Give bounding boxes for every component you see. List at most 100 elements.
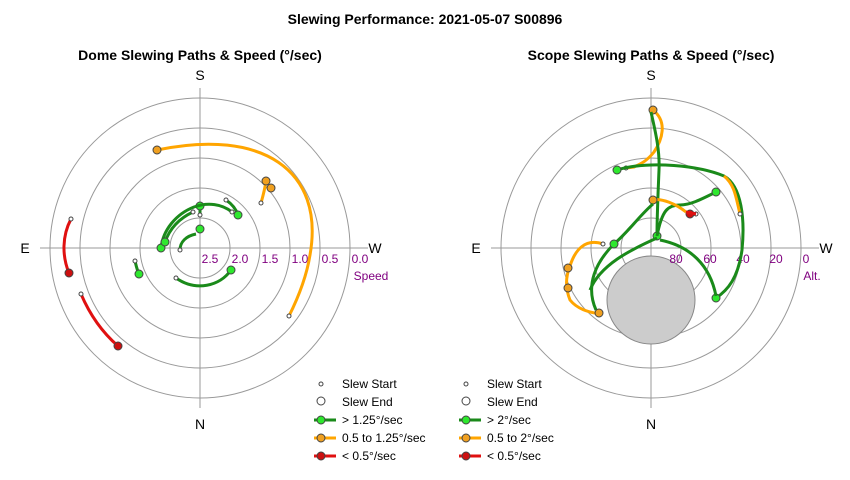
scope-slew-start-marker — [600, 241, 606, 247]
dome-grid — [40, 88, 368, 408]
dome-slew-end-marker — [261, 176, 271, 186]
scope-slew-end-marker — [563, 283, 573, 293]
legend-item-mid: 0.5 to 1.25°/sec — [314, 431, 426, 445]
dome-panel: Dome Slewing Paths & Speed (°/sec) S N E… — [20, 47, 425, 463]
dome-cardinal-top: S — [195, 67, 204, 83]
dome-slew-start-marker — [132, 258, 138, 264]
dome-slew-end-marker — [226, 265, 236, 275]
scope-slew-path-slow — [685, 210, 697, 216]
dome-legend: Slew Start Slew End > 1.25°/sec 0.5 to 1… — [314, 377, 426, 463]
scope-slew-path-mid — [722, 174, 742, 215]
scope-slew-end-marker — [563, 263, 573, 273]
dome-slew-end-marker — [266, 183, 276, 193]
dome-tick-label: 0.0 — [352, 252, 369, 266]
dome-slew-start-marker — [229, 209, 235, 215]
dome-tick-label: 1.0 — [292, 252, 309, 266]
dome-slew-start-marker — [173, 275, 179, 281]
dome-slew-path-mid — [156, 142, 314, 317]
scope-slew-path-fast — [655, 190, 717, 237]
dome-tick-label: 1.5 — [262, 252, 279, 266]
dome-slew-end-marker — [152, 145, 162, 155]
scope-slew-path-fast — [659, 238, 718, 297]
dome-slew-end-marker — [113, 341, 123, 351]
scope-slew-end-marker — [594, 308, 604, 318]
scope-panel: Scope Slewing Paths & Speed (°/sec) S N … — [459, 47, 833, 463]
legend-item-slew-start: Slew Start — [318, 377, 397, 391]
scope-cardinal-right: W — [819, 240, 833, 256]
legend-slew-start-marker — [318, 381, 324, 387]
dome-slew-end-marker — [233, 210, 243, 220]
dome-slew-start-marker — [286, 313, 292, 319]
legend-label: 0.5 to 2°/sec — [487, 431, 554, 445]
legend-mid-marker — [461, 433, 471, 443]
legend-label: 0.5 to 1.25°/sec — [342, 431, 426, 445]
legend-label: < 0.5°/sec — [487, 449, 541, 463]
legend-label: Slew Start — [487, 377, 542, 391]
legend-label: > 2°/sec — [487, 413, 531, 427]
scope-chart-title: Scope Slewing Paths & Speed (°/sec) — [528, 47, 775, 63]
dome-slew-start-marker — [197, 212, 203, 218]
legend-slew-end-marker — [461, 396, 471, 406]
dome-slew-path-fast — [175, 269, 233, 288]
scope-slew-paths — [563, 105, 745, 318]
legend-mid-marker — [316, 433, 326, 443]
scope-slew-path-fast — [616, 163, 745, 300]
dome-slew-paths — [62, 142, 314, 351]
legend-label: Slew End — [487, 395, 538, 409]
dome-slew-start-marker — [68, 216, 74, 222]
dome-slew-path-slow — [79, 293, 119, 348]
scope-slew-end-marker — [609, 239, 619, 249]
scope-slew-end-marker — [711, 187, 721, 197]
legend-fast-marker — [316, 415, 326, 425]
dome-slew-path-fast — [159, 202, 233, 249]
legend-item-slew-end: Slew End — [316, 395, 393, 409]
scope-slew-end-marker — [648, 195, 658, 205]
scope-tick-label: 80 — [669, 252, 683, 266]
dome-slew-start-marker — [78, 291, 84, 297]
scope-slew-path-fast — [649, 111, 661, 237]
dome-slew-path-slow — [62, 218, 73, 274]
legend-item-fast: > 2°/sec — [459, 413, 531, 427]
figure-title: Slewing Performance: 2021-05-07 S00896 — [288, 11, 563, 27]
dome-slew-end-marker — [134, 269, 144, 279]
legend-item-slow: < 0.5°/sec — [314, 449, 396, 463]
scope-cardinal-top: S — [646, 67, 655, 83]
legend-label: Slew End — [342, 395, 393, 409]
legend-item-mid: 0.5 to 2°/sec — [459, 431, 554, 445]
dome-slew-start-marker — [190, 209, 196, 215]
legend-slew-start-marker — [463, 381, 469, 387]
legend-item-slew-end: Slew End — [461, 395, 538, 409]
scope-tick-label: 0 — [803, 252, 810, 266]
scope-cardinal-bottom: N — [646, 416, 656, 432]
legend-item-fast: > 1.25°/sec — [314, 413, 403, 427]
dome-cardinal-right: W — [368, 240, 382, 256]
scope-tick-label: 60 — [703, 252, 717, 266]
legend-label: Slew Start — [342, 377, 397, 391]
dome-slew-end-marker — [160, 237, 170, 247]
legend-label: < 0.5°/sec — [342, 449, 396, 463]
scope-axis-label: Alt. — [803, 269, 820, 283]
scope-cardinal-left: E — [471, 240, 480, 256]
dome-slew-start-marker — [177, 247, 183, 253]
scope-legend: Slew Start Slew End > 2°/sec 0.5 to 2°/s… — [459, 377, 554, 463]
legend-item-slow: < 0.5°/sec — [459, 449, 541, 463]
dome-tick-label: 0.5 — [322, 252, 339, 266]
dome-cardinal-left: E — [20, 240, 29, 256]
legend-slew-end-marker — [316, 396, 326, 406]
legend-slow-marker — [316, 451, 326, 461]
dome-slew-end-marker — [195, 224, 205, 234]
dome-tick-label: 2.5 — [202, 252, 219, 266]
scope-slew-start-marker — [737, 211, 743, 217]
legend-fast-marker — [461, 415, 471, 425]
dome-cardinal-bottom: N — [195, 416, 205, 432]
scope-slew-path-fast — [588, 236, 658, 291]
dome-slew-start-marker — [223, 197, 229, 203]
legend-item-slew-start: Slew Start — [463, 377, 542, 391]
legend-slow-marker — [461, 451, 471, 461]
scope-slew-end-marker — [612, 165, 622, 175]
scope-dome-obstruction — [606, 255, 696, 345]
dome-slew-start-marker — [258, 200, 264, 206]
dome-chart-title: Dome Slewing Paths & Speed (°/sec) — [78, 47, 322, 63]
scope-tick-label: 20 — [769, 252, 783, 266]
